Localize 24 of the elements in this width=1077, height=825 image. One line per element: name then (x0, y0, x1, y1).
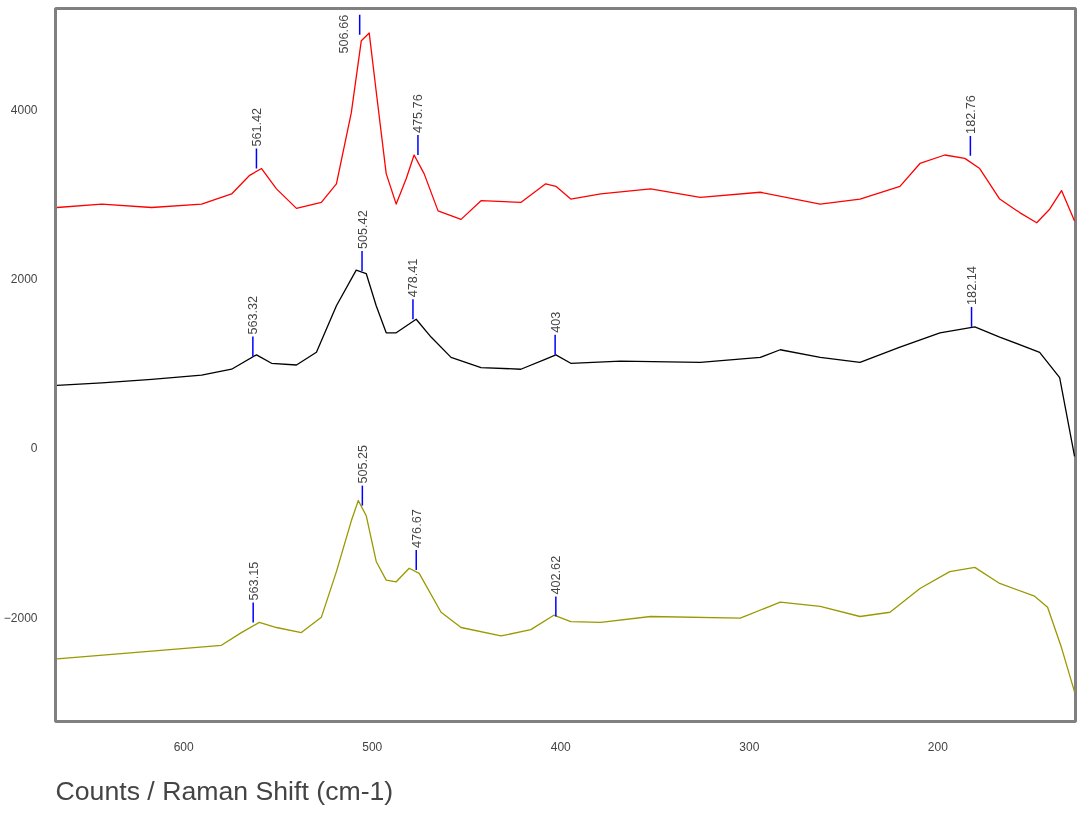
annotation: 505.25 (355, 444, 370, 484)
y-tick-label: 4000 (10, 102, 38, 117)
x-tick-label: 600 (173, 739, 195, 754)
annotation: 563.32 (246, 295, 261, 335)
annotation: 561.42 (249, 107, 264, 147)
line-series (56, 499, 1076, 693)
annotation: 182.76 (963, 95, 978, 134)
x-tick-label: 400 (550, 739, 572, 754)
annotation: 476.67 (409, 509, 424, 548)
x-tick-label: 200 (927, 739, 949, 754)
y-tick-label: 2000 (10, 272, 38, 287)
annotation: 182.14 (965, 266, 980, 305)
annotation: 478.41 (406, 258, 421, 298)
annotation: 563.15 (246, 561, 261, 601)
annotation: 403 (548, 311, 563, 333)
y-tick-label: −2000 (3, 610, 38, 625)
x-axis-title: Counts / Raman Shift (cm-1) (55, 775, 394, 806)
annotation: 475.76 (411, 94, 426, 134)
x-tick-label: 300 (739, 739, 760, 754)
annotation: 402.62 (549, 555, 564, 595)
y-tick-label: 0 (30, 441, 38, 456)
annotation: 506.66 (337, 14, 352, 54)
x-tick-label: 500 (362, 739, 383, 754)
annotation: 505.42 (355, 210, 370, 250)
